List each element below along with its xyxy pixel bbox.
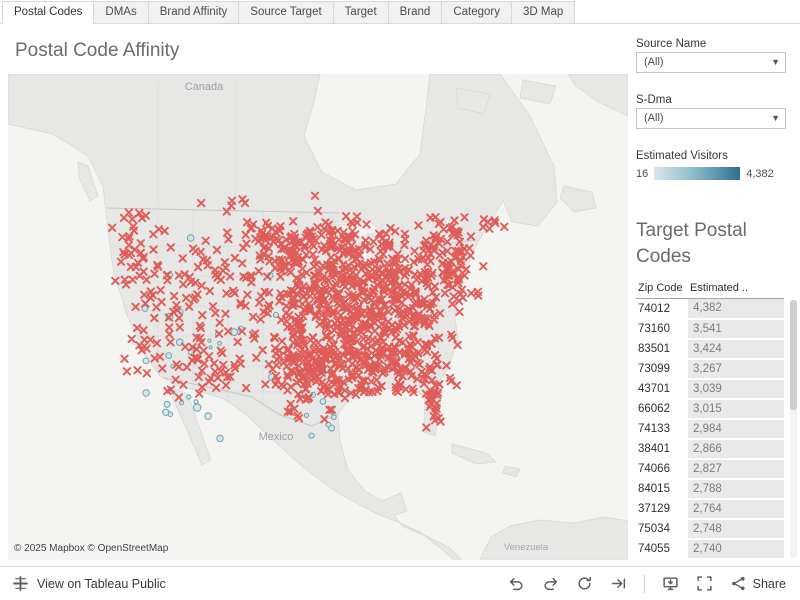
reset-icon[interactable] [576,575,593,592]
tab-category[interactable]: Category [441,1,512,24]
share-icon [731,576,745,591]
table-row[interactable]: 74133 2,984 [636,418,784,440]
estimated-visitors-cell: 3,039 [688,378,784,400]
table-row[interactable]: 73099 3,267 [636,358,784,380]
legend-min: 16 [636,167,649,180]
table-scrollbar[interactable] [790,300,797,558]
zip-code-cell: 73099 [638,362,670,375]
zip-code-cell: 37129 [638,502,670,515]
map-label-mexico: Mexico [259,431,294,443]
zip-code-cell: 38401 [638,442,670,455]
legend-gradient-bar [654,167,741,180]
footer-toolbar: View on Tableau Public Share [0,566,800,600]
estimated-visitors-cell: 4,382 [688,298,784,320]
view-on-tableau-link[interactable]: View on Tableau Public [37,576,166,591]
source-name-label: Source Name [636,38,707,50]
chevron-down-icon: ▼ [771,113,780,123]
table-scrollbar-thumb[interactable] [790,300,797,410]
table-row[interactable]: 43701 3,039 [636,378,784,400]
table-row[interactable]: 84015 2,788 [636,478,784,500]
map-label-canada: Canada [185,81,224,93]
tab-dmas[interactable]: DMAs [93,1,149,24]
table-row[interactable]: 37129 2,764 [636,498,784,520]
map-x-markers [108,191,509,432]
fullscreen-icon[interactable] [696,575,713,592]
visitors-legend: 16 4,382 [636,167,774,180]
table-title: Target Postal Codes [636,220,747,267]
zip-code-cell: 84015 [638,482,670,495]
tab-source-target[interactable]: Source Target [238,1,334,24]
map-place-labels: Canada Mexico Venezuela [185,81,549,553]
share-label: Share [752,576,786,591]
share-button[interactable]: Share [730,575,786,592]
zip-code-cell: 74066 [638,462,670,475]
estimated-visitors-cell: 2,788 [688,478,784,500]
estimated-visitors-cell: 2,764 [688,498,784,520]
estimated-visitors-cell: 2,740 [688,538,784,560]
zip-code-cell: 74055 [638,542,670,555]
map-label-venezuela: Venezuela [504,542,549,553]
map-svg[interactable]: Canada Mexico Venezuela [8,74,628,560]
tab-3d-map[interactable]: 3D Map [511,1,576,24]
s-dma-label: S-Dma [636,94,672,106]
estimated-visitors-cell: 3,267 [688,358,784,380]
toolbar-divider [643,574,645,593]
source-name-dropdown[interactable]: (All) ▼ [636,52,786,73]
tableau-logo-icon [13,576,28,591]
table-row[interactable]: 73160 3,541 [636,318,784,340]
page-title: Postal Code Affinity [15,40,180,61]
legend-title: Estimated Visitors [636,150,728,162]
estimated-visitors-cell: 2,984 [688,418,784,440]
zip-code-cell: 74012 [638,302,670,315]
estimated-visitors-cell: 3,541 [688,318,784,340]
chevron-down-icon: ▼ [771,57,780,67]
tab-postal-codes[interactable]: Postal Codes [2,1,95,24]
tab-brand-affinity[interactable]: Brand Affinity [147,1,240,24]
table-row[interactable]: 66062 3,015 [636,398,784,420]
estimated-visitors-cell: 2,866 [688,438,784,460]
filter-panel: Source Name (All) ▼ S-Dma (All) ▼ Estima… [636,24,792,560]
column-header-zip: Zip Code [636,280,688,299]
postal-codes-table: Zip Code Estimated .. 74012 4,382 73160 3,5… [636,280,784,560]
download-icon[interactable] [662,575,679,592]
postal-table-body: 74012 4,382 73160 3,541 83501 3,424 73099 3,267… [636,298,784,560]
table-row[interactable]: 74066 2,827 [636,458,784,480]
s-dma-value: (All) [644,112,664,124]
map-attribution[interactable]: © 2025 Mapbox © OpenStreetMap [14,543,169,554]
zip-code-cell: 83501 [638,342,670,355]
redo-icon[interactable] [542,575,559,592]
table-row[interactable]: 75034 2,748 [636,518,784,540]
zip-code-cell: 66062 [638,402,670,415]
tab-bar: Postal Codes DMAs Brand Affinity Source Tar… [0,0,800,24]
source-name-value: (All) [644,56,664,68]
legend-max: 4,382 [746,167,774,180]
zip-code-cell: 43701 [638,382,670,395]
estimated-visitors-cell: 2,827 [688,458,784,480]
undo-icon[interactable] [508,575,525,592]
table-row[interactable]: 74012 4,382 [636,298,784,320]
estimated-visitors-cell: 2,748 [688,518,784,540]
skip-icon[interactable] [610,575,627,592]
estimated-visitors-cell: 3,015 [688,398,784,420]
zip-code-cell: 74133 [638,422,670,435]
tab-brand[interactable]: Brand [387,1,443,24]
table-row[interactable]: 38401 2,866 [636,438,784,460]
column-header-estimated: Estimated .. [688,280,784,299]
s-dma-dropdown[interactable]: (All) ▼ [636,108,786,129]
zip-code-cell: 73160 [638,322,670,335]
table-row[interactable]: 83501 3,424 [636,338,784,360]
map-container[interactable]: Canada Mexico Venezuela © 2025 Mapbox © Op… [8,74,628,560]
zip-code-cell: 75034 [638,522,670,535]
table-row[interactable]: 74055 2,740 [636,538,784,560]
estimated-visitors-cell: 3,424 [688,338,784,360]
tab-target[interactable]: Target [332,1,389,24]
